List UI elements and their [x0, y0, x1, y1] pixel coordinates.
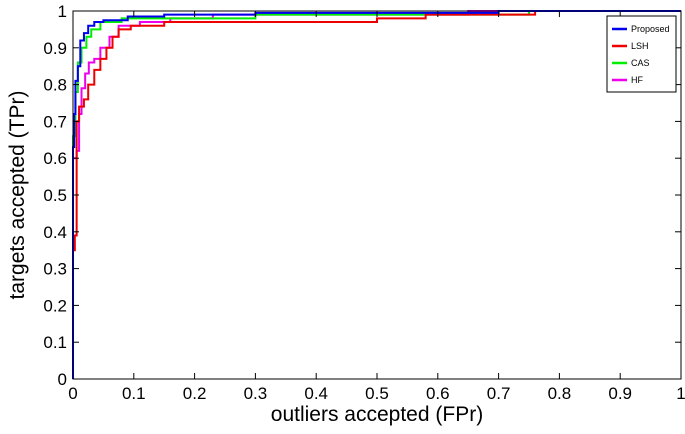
series-line-proposed: [72, 10, 681, 379]
roc-curves: [72, 10, 681, 379]
y-tick-label: 0.8: [43, 76, 67, 95]
series-line-hf: [72, 10, 681, 379]
x-tick-label: 0.9: [608, 384, 632, 403]
y-tick-label: 1: [58, 2, 67, 21]
x-tick-label: 0.6: [426, 384, 450, 403]
axis-ticks: [72, 10, 682, 380]
y-tick-label: 0: [58, 370, 67, 389]
y-tick-label: 0.5: [43, 186, 67, 205]
x-axis-label: outliers accepted (FPr): [271, 403, 483, 426]
x-tick-label: 0.3: [244, 384, 268, 403]
plot-frame: [72, 10, 682, 380]
axis-tick-labels: 0 0.1 0.2 0.3 0.4 0.5 0.6 0.7 0.8 0.9 1 0 0.1 0.2 0.3 0…: [43, 2, 685, 403]
legend-label-proposed: Proposed: [631, 24, 670, 34]
x-tick-label: 0: [68, 384, 77, 403]
x-tick-label: 0.8: [548, 384, 572, 403]
x-tick-label: 0.2: [183, 384, 207, 403]
y-tick-label: 0.3: [43, 260, 67, 279]
y-tick-label: 0.1: [43, 333, 67, 352]
legend-label-hf: HF: [631, 75, 643, 85]
y-axis-label: targets accepted (TPr): [6, 91, 29, 300]
x-tick-label: 1: [676, 384, 685, 403]
series-line-lsh: [72, 10, 681, 379]
x-tick-label: 0.1: [122, 384, 146, 403]
legend: Proposed LSH CAS HF: [606, 15, 677, 93]
x-tick-label: 0.4: [304, 384, 328, 403]
x-tick-label: 0.7: [487, 384, 511, 403]
x-tick-label: 0.5: [365, 384, 389, 403]
legend-label-lsh: LSH: [631, 41, 649, 51]
y-tick-label: 0.4: [43, 223, 67, 242]
y-tick-label: 0.2: [43, 296, 67, 315]
legend-label-cas: CAS: [631, 58, 650, 68]
y-tick-label: 0.7: [43, 112, 67, 131]
y-tick-label: 0.6: [43, 149, 67, 168]
y-tick-label: 0.9: [43, 39, 67, 58]
series-line-cas: [72, 10, 681, 379]
